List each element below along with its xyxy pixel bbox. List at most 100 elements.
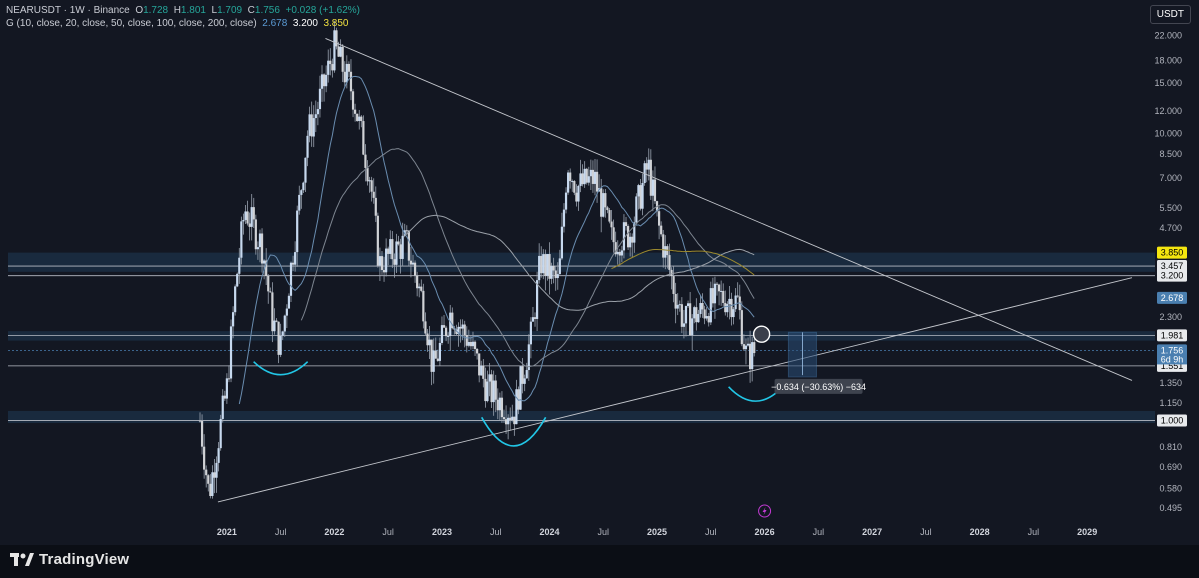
candle-body xyxy=(385,248,388,273)
price-label: 1.981 xyxy=(1161,330,1184,340)
candle-body xyxy=(728,298,731,305)
candle-body xyxy=(397,241,400,245)
candle-body xyxy=(732,309,735,318)
candle-body xyxy=(635,196,638,223)
candle-body xyxy=(426,333,429,346)
x-tick-year: 2023 xyxy=(432,527,452,537)
price-label: 3.200 xyxy=(1161,271,1184,281)
indicator-legend[interactable]: G (10, close, 20, close, 50, close, 100,… xyxy=(6,18,348,29)
candle-body xyxy=(668,255,671,270)
candle-body xyxy=(254,219,257,250)
candle-body xyxy=(310,114,313,137)
candle-body xyxy=(722,290,725,303)
candle-body xyxy=(345,63,348,83)
candle-body xyxy=(409,260,413,265)
candle-body xyxy=(362,121,365,155)
candle-body xyxy=(749,343,752,370)
price-label-bg xyxy=(1157,260,1187,273)
candle-body xyxy=(523,378,526,384)
candle-body xyxy=(376,215,379,266)
candle-body xyxy=(322,74,326,87)
price-label-bg xyxy=(1157,291,1187,304)
price-label-bg xyxy=(1157,414,1187,427)
candle-body xyxy=(225,378,228,399)
x-tick-month: Jul xyxy=(813,527,825,537)
x-tick-month: Jul xyxy=(1028,527,1040,537)
low-value: 1.709 xyxy=(217,5,243,16)
candle-body xyxy=(691,318,694,336)
candle-body xyxy=(593,171,597,184)
candles xyxy=(198,20,756,499)
candle-body xyxy=(442,325,446,328)
candle-body xyxy=(626,225,630,248)
trendline-0 xyxy=(325,37,1133,381)
candle-body xyxy=(366,167,369,182)
candle-body xyxy=(339,46,342,57)
candle-body xyxy=(258,233,262,248)
candle-body xyxy=(302,182,305,191)
candle-body xyxy=(558,258,561,275)
candle-body xyxy=(207,475,210,484)
candle-body xyxy=(283,315,286,332)
candle-body xyxy=(457,326,460,334)
price-label: 1.756 xyxy=(1161,345,1184,355)
candle-body xyxy=(250,207,253,227)
candle-body xyxy=(242,219,245,222)
y-tick-label: 18.000 xyxy=(1154,56,1182,66)
candle-body xyxy=(680,304,683,327)
candle-body xyxy=(314,114,317,119)
open-label: O xyxy=(135,5,144,16)
x-tick-year: 2021 xyxy=(217,527,237,537)
candle-body xyxy=(364,154,367,168)
candle-body xyxy=(715,283,719,285)
chart-canvas[interactable]: −0.634 (−30.63%) −634 22.000 18.000 15.000 1… xyxy=(0,0,1199,545)
candle-body xyxy=(618,251,621,256)
candle-body xyxy=(703,309,706,319)
price-label: 2.678 xyxy=(1161,293,1184,303)
candle-body xyxy=(285,308,288,316)
candle-body xyxy=(649,159,652,196)
candle-body xyxy=(709,288,712,323)
ma2-value: 3.200 xyxy=(292,18,318,29)
candle-body xyxy=(263,260,266,264)
price-label-bg xyxy=(1157,344,1187,357)
candle-body xyxy=(533,317,537,319)
candle-body xyxy=(231,312,235,327)
candle-body xyxy=(751,342,754,370)
candle-body xyxy=(378,256,382,266)
low-label: L xyxy=(211,5,218,16)
candle-body xyxy=(389,239,392,254)
currency-button[interactable]: USDT xyxy=(1149,5,1191,24)
candle-body xyxy=(544,254,547,276)
candle-body xyxy=(465,335,468,346)
candle-body xyxy=(511,416,514,421)
candle-body xyxy=(349,71,353,92)
candle-body xyxy=(641,183,644,209)
candle-body xyxy=(213,472,216,478)
candle-body xyxy=(424,321,427,334)
x-tick-month: Jul xyxy=(705,527,717,537)
candle-body xyxy=(205,469,208,476)
candle-body xyxy=(670,269,673,277)
candle-body xyxy=(682,323,686,327)
y-tick-label: 12.000 xyxy=(1154,106,1182,116)
ma1-value: 2.678 xyxy=(262,18,288,29)
y-tick-label: 5.500 xyxy=(1159,203,1182,213)
candle-body xyxy=(200,420,204,447)
tradingview-logo[interactable]: TradingView xyxy=(10,551,129,568)
candle-body xyxy=(643,163,646,184)
candle-body xyxy=(236,273,239,287)
candle-body xyxy=(740,310,743,345)
candle-body xyxy=(672,276,675,294)
candle-body xyxy=(447,335,450,337)
price-label: 1.000 xyxy=(1161,416,1184,426)
candle-body xyxy=(734,295,737,310)
candle-body xyxy=(482,365,485,379)
candle-body xyxy=(248,223,251,227)
candle-body xyxy=(221,395,224,419)
candle-body xyxy=(579,173,582,186)
symbol-legend: NEARUSDT · 1W · Binance O1.728 H1.801 L1… xyxy=(6,5,360,16)
candle-body xyxy=(246,211,249,224)
candle-body xyxy=(486,381,489,402)
price-label: 3.457 xyxy=(1161,261,1184,271)
